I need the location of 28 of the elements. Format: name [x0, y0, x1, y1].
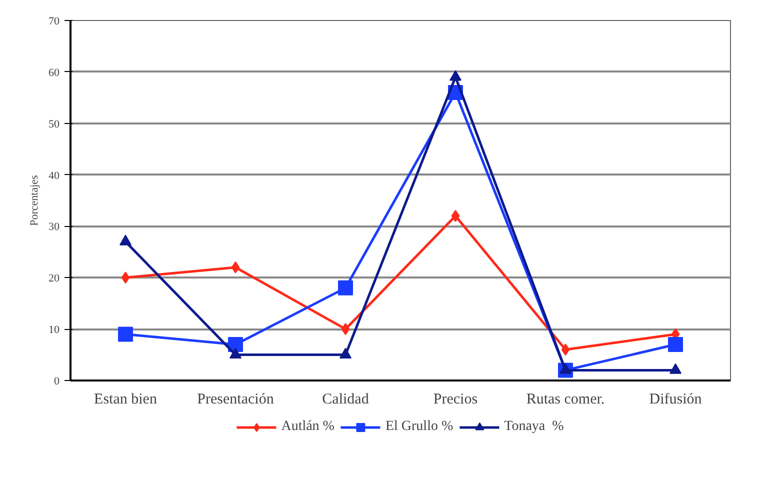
point — [451, 210, 460, 222]
point — [231, 261, 240, 274]
y-tick-label: 20 — [48, 272, 60, 285]
x-tick-label: Precios — [433, 392, 478, 408]
legend-label: Tonaya % — [504, 419, 564, 435]
y-tick-label: 0 — [54, 376, 60, 388]
x-tick-label: Estan bien — [94, 392, 158, 408]
point — [120, 234, 132, 246]
legend-label: Autlán % — [281, 419, 334, 435]
point — [561, 344, 570, 356]
point — [341, 323, 350, 336]
x-tick-label: Calidad — [322, 392, 370, 408]
point — [668, 337, 683, 352]
y-tick-label: 60 — [48, 66, 60, 79]
y-axis-title: Porcentajes — [28, 175, 40, 226]
x-tick-label: Difusión — [649, 392, 702, 408]
point — [338, 280, 353, 296]
y-tick-label: 30 — [48, 221, 60, 234]
y-tick-label: 40 — [48, 170, 60, 182]
y-tick-label: 10 — [48, 324, 60, 336]
point — [121, 272, 130, 284]
point — [450, 70, 462, 81]
x-tick-label: Rutas comer. — [526, 392, 605, 408]
point — [118, 326, 133, 342]
y-tick-label: 70 — [48, 16, 60, 28]
y-tick-label: 50 — [48, 118, 60, 130]
x-tick-label: Presentación — [197, 392, 274, 408]
legend-label: El Grullo % — [385, 419, 454, 435]
